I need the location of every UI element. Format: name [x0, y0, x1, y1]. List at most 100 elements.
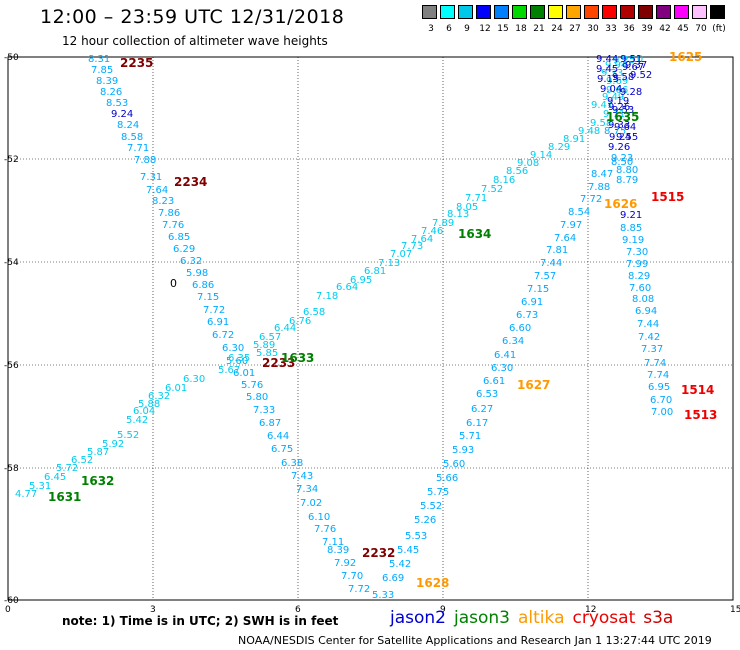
wave-height-point: 6.76: [289, 316, 311, 327]
wave-height-point: 5.75: [427, 487, 449, 498]
wave-height-point: 5.52: [117, 430, 139, 441]
wave-height-point: 6.64: [336, 282, 358, 293]
colorbar-swatch: [656, 5, 671, 19]
colorbar-label: (ft): [712, 24, 726, 34]
pass-time-label: 1626: [604, 197, 637, 211]
wave-height-point: 9.14: [530, 150, 552, 161]
wave-height-point: 7.07: [390, 249, 412, 260]
wave-height-point: 6.87: [259, 418, 281, 429]
wave-height-point: 9.25: [613, 55, 635, 66]
wave-height-point: 6.41: [494, 350, 516, 361]
wave-height-point: 5.92: [102, 439, 124, 450]
wave-height-point: 9.19: [622, 235, 644, 246]
wave-height-point: 6.44: [267, 431, 289, 442]
wave-height-point: 6.17: [466, 418, 488, 429]
longitude-tick-label: 9: [440, 605, 446, 615]
wave-height-point: 6.32: [180, 256, 202, 267]
wave-height-point: 8.13: [447, 209, 469, 220]
wave-height-point: 6.72: [212, 330, 234, 341]
wave-height-point: 9.51: [620, 54, 642, 65]
colorbar-label: 42: [659, 24, 671, 34]
wave-height-point: 9.49: [602, 92, 624, 103]
wave-height-point: 9.04: [600, 84, 622, 95]
wave-height-point: 7.30: [626, 247, 648, 258]
wave-height-point: 5.80: [246, 392, 268, 403]
wave-height-point: 6.30: [222, 343, 244, 354]
wave-height-point: 7.85: [91, 65, 113, 76]
wave-height-point: 9.26: [608, 102, 630, 113]
wave-height-point: 9.44: [596, 54, 618, 65]
wave-height-point: 6.81: [364, 266, 386, 277]
colorbar-label: 30: [587, 24, 599, 34]
credit-footer: NOAA/NESDIS Center for Satellite Applica…: [238, 634, 712, 647]
wave-height-point: 6.35: [228, 353, 250, 364]
wave-height-point: 9.23: [611, 153, 633, 164]
wave-height-point: 7.71: [465, 193, 487, 204]
colorbar-swatch: [440, 5, 455, 19]
wave-height-point: 8.80: [616, 165, 638, 176]
wave-height-point: 7.97: [560, 220, 582, 231]
wave-height-point: 6.94: [635, 306, 657, 317]
latitude-tick-label: -56: [4, 361, 19, 371]
wave-height-point: 7.33: [253, 405, 275, 416]
wave-height-point: 9.37: [625, 60, 647, 71]
wave-height-point: 8.75: [604, 126, 626, 137]
wave-height-point: 9.58: [612, 72, 634, 83]
longitude-tick-label: 12: [585, 605, 596, 615]
wave-height-point: 7.88: [588, 182, 610, 193]
footnote: note: 1) Time is in UTC; 2) SWH is in fe…: [62, 614, 339, 628]
pass-time-label: 2235: [120, 56, 153, 70]
wave-height-point: 9.33: [601, 68, 623, 79]
pass-time-label: 2232: [362, 546, 395, 560]
colorbar-swatch: [584, 5, 599, 19]
colorbar-swatch: [458, 5, 473, 19]
wave-height-point: 7.02: [300, 498, 322, 509]
wave-height-point: 7.72: [203, 305, 225, 316]
wave-height-point: 8.56: [506, 166, 528, 177]
wave-height-point: 5.88: [138, 399, 160, 410]
wave-height-point: 5.66: [436, 473, 458, 484]
colorbar-label: 70: [695, 24, 707, 34]
wave-height-point: 8.47: [591, 169, 613, 180]
legend-item-altika: altika: [518, 608, 565, 628]
colorbar-label: 21: [533, 24, 545, 34]
wave-height-point: 6.45: [44, 472, 66, 483]
wave-height-point: 8.29: [548, 142, 570, 153]
wave-height-point: 7.92: [334, 558, 356, 569]
pass-time-label: 1628: [416, 576, 449, 590]
wave-height-point: 6.01: [165, 383, 187, 394]
wave-height-point: 7.18: [316, 291, 338, 302]
page-subtitle: 12 hour collection of altimeter wave hei…: [62, 34, 328, 48]
wave-height-point: 5.71: [459, 431, 481, 442]
wave-height-point: 8.54: [568, 207, 590, 218]
wave-height-point: 6.91: [521, 297, 543, 308]
wave-height-point: 6.10: [308, 512, 330, 523]
wave-height-point: 8.53: [106, 98, 128, 109]
wave-height-point: 7.99: [626, 259, 648, 270]
colorbar-label: 27: [569, 24, 581, 34]
wave-height-point: 9.26: [608, 142, 630, 153]
colorbar-swatch: [422, 5, 437, 19]
wave-height-point: 6.95: [350, 275, 372, 286]
wave-height-point: 8.31: [88, 54, 110, 65]
wave-height-point: 9.71: [603, 109, 625, 120]
colorbar-swatch: [530, 5, 545, 19]
latitude-tick-label: -50: [4, 53, 19, 63]
wave-height-point: 7.13: [378, 258, 400, 269]
pass-time-label: 1515: [651, 190, 684, 204]
pass-time-label: 1513: [684, 408, 717, 422]
colorbar-swatch: [566, 5, 581, 19]
wave-height-point: 7.70: [341, 571, 363, 582]
colorbar-label: 9: [464, 24, 470, 34]
colorbar-label: 33: [605, 24, 617, 34]
wave-height-point: 6.60: [509, 323, 531, 334]
wave-height-point: 5.31: [29, 481, 51, 492]
wave-height-point: 9.52: [630, 70, 652, 81]
wave-height-point: 5.60: [226, 356, 248, 367]
pass-time-label: 2233: [262, 356, 295, 370]
wave-height-point: 9.10: [621, 54, 643, 65]
pass-time-label: 1627: [517, 378, 550, 392]
colorbar-swatch: [512, 5, 527, 19]
wave-height-point: 6.52: [71, 455, 93, 466]
wave-height-point: 6.58: [303, 307, 325, 318]
